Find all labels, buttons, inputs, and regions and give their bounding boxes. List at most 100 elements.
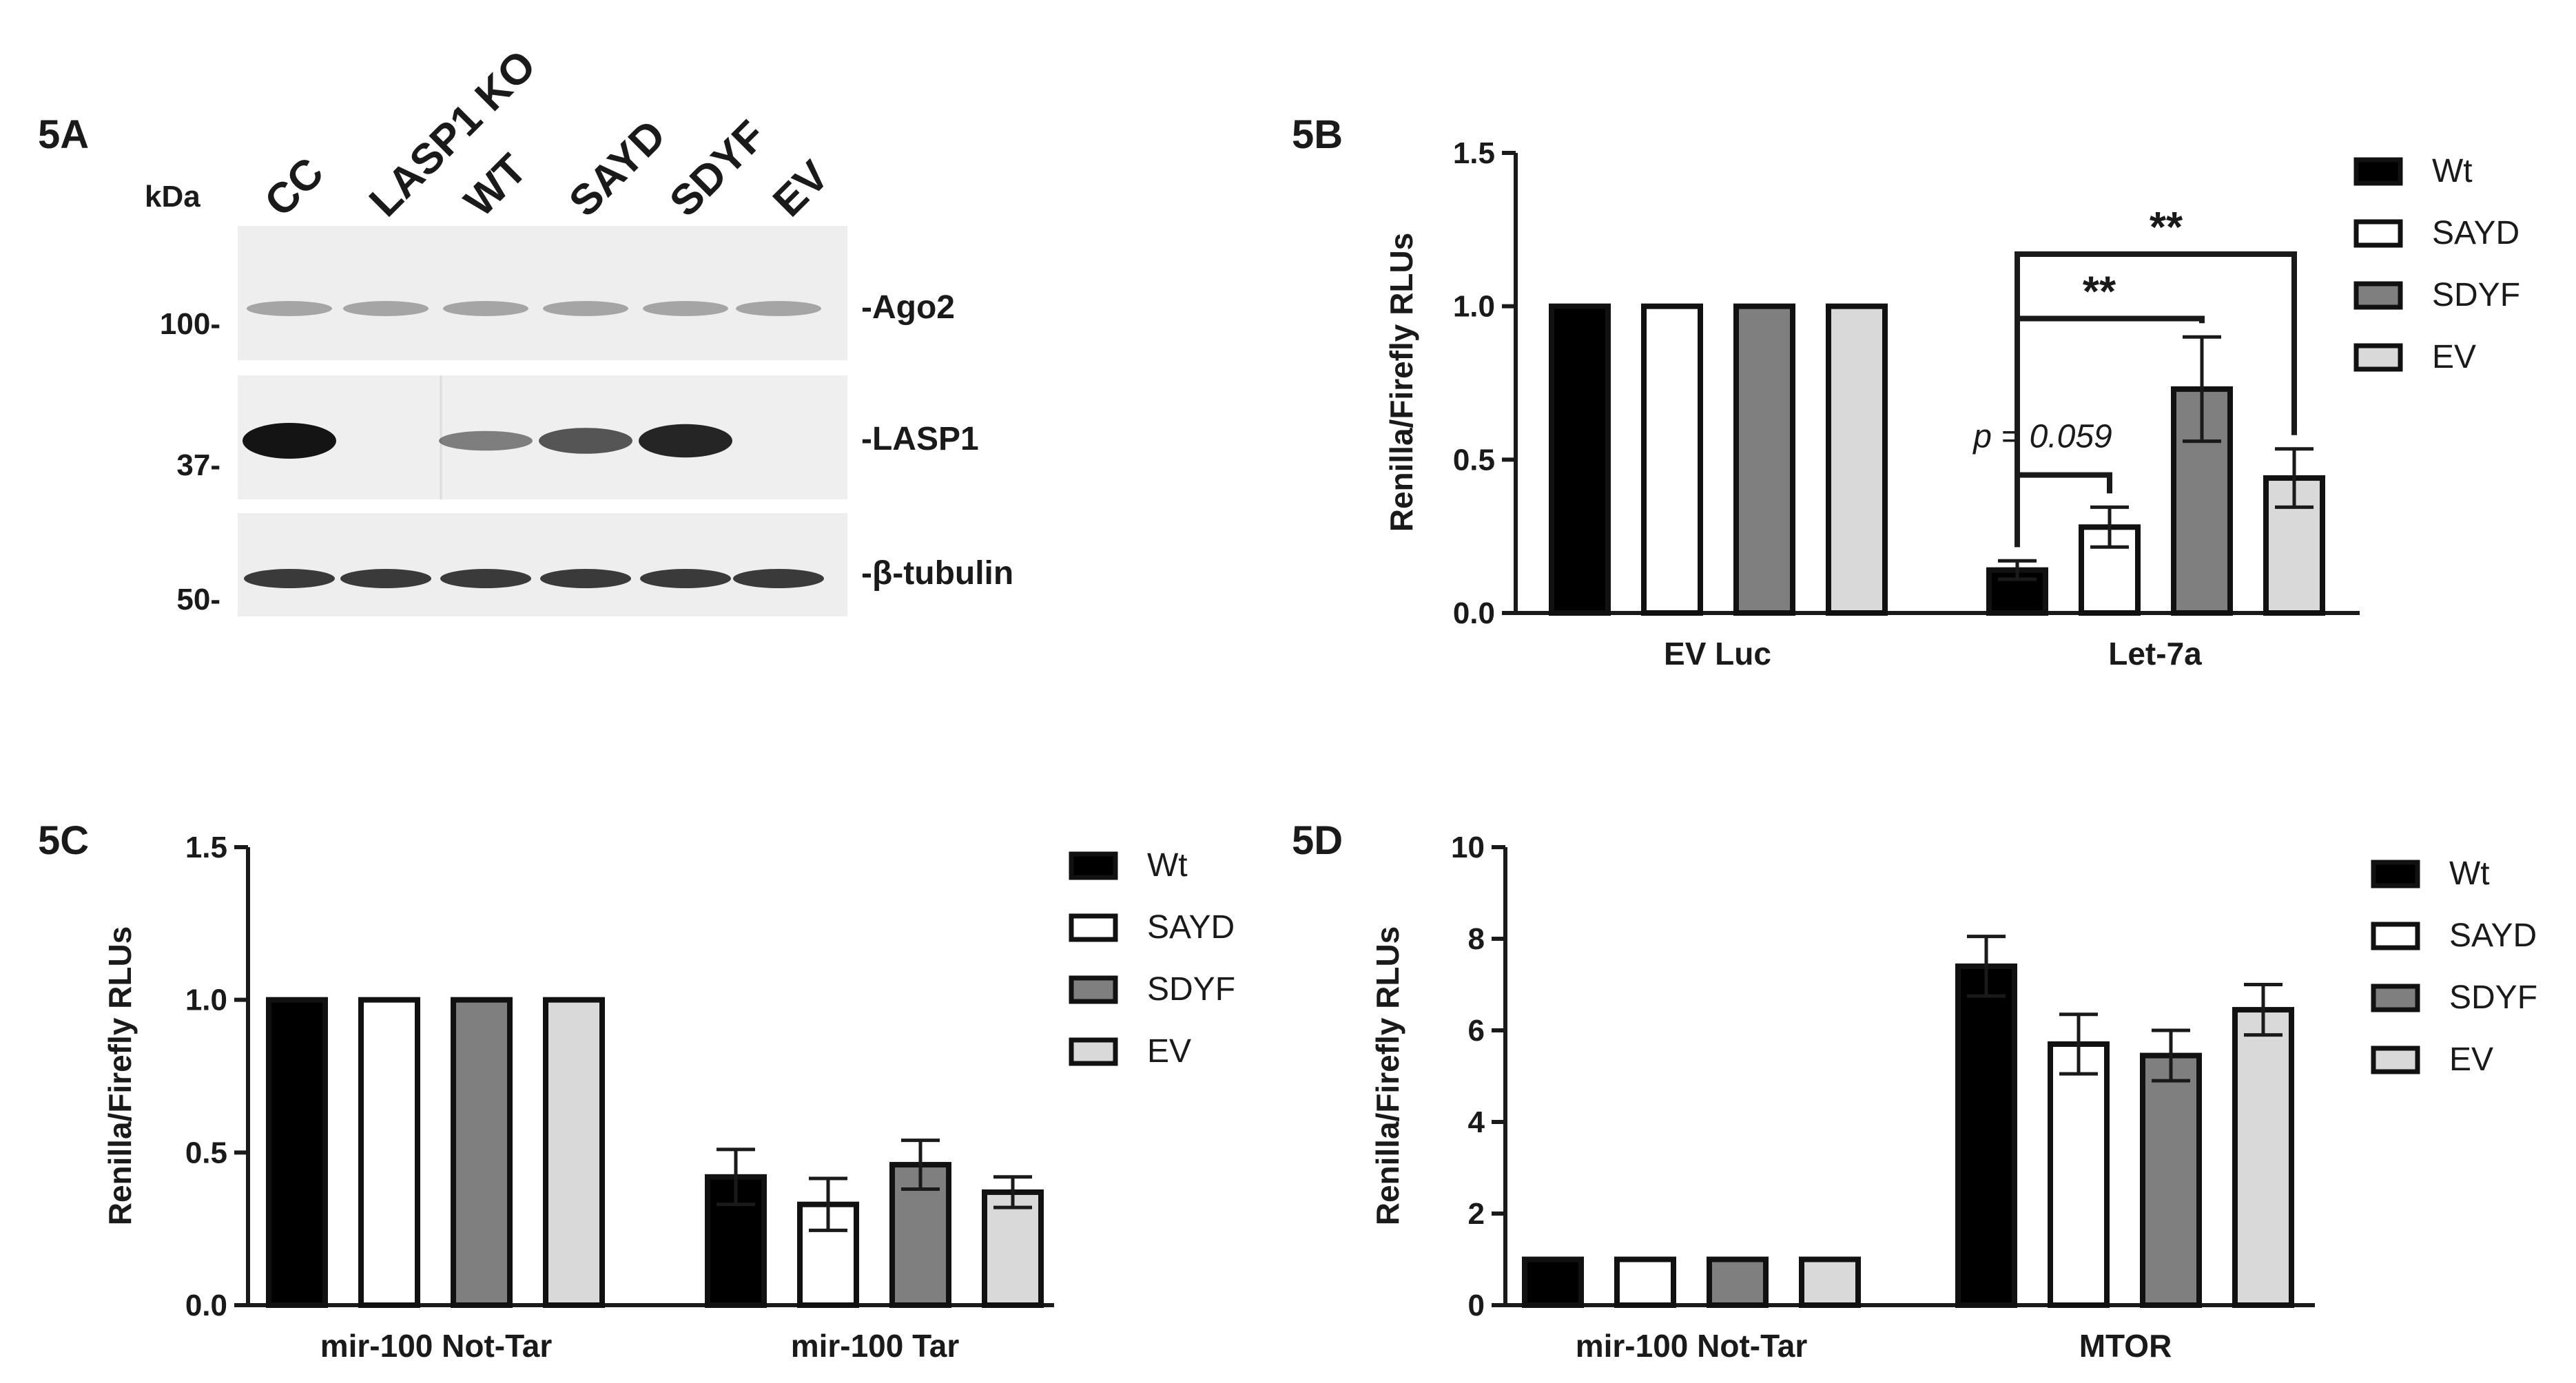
chart-5b: 5B Renilla/Firefly RLUs 0.0 0.5 1.0 1.5 EV … [1292,112,2520,672]
band-tubulin-lasp1-ko [340,569,431,588]
y-axis-label-5b: Renilla/Firefly RLUs [1383,233,1419,532]
bars-5c [266,997,1044,1309]
bar-5b-ev-luc-ev [1826,303,1888,616]
legend-swatch-5b-ev [2353,343,2403,372]
lane-label-sayd: SAYD [560,111,675,226]
band-lasp1-cc [243,423,336,459]
bar-5d-mir-100-not-tar-wt [1522,1256,1584,1308]
x-category-ev-luc: EV Luc [1664,636,1771,672]
y-ticks-5d: 0 2 4 6 8 10 [1451,831,1505,1322]
y-tick-label-5c: 1.5 [185,831,227,864]
x-category-mtor: MTOR [2079,1328,2172,1364]
bar-5d-mtor-sdyf [2140,1052,2202,1308]
bar-5b-ev-luc-sayd [1641,303,1703,616]
band-ago2-ev [736,301,821,316]
y-tick-label-5d: 8 [1468,922,1485,956]
x-category-mir100-tar: mir-100 Tar [791,1328,960,1364]
band-label-lasp1: -LASP1 [861,421,979,457]
panel-label-5d: 5D [1292,818,1343,863]
legend-swatch-5b-wt [2353,157,2403,186]
y-tick-label-5d: 4 [1468,1105,1485,1139]
y-tick-label-5c: 1.0 [185,984,227,1017]
bar-5c-mir-100-tar-ev [982,1189,1044,1309]
band-tubulin-wt [440,569,531,588]
lane-label-ev: EV [764,152,838,226]
bar-5d-mtor-wt [1955,963,2017,1309]
y-axis-label-5c: Renilla/Firefly RLUs [102,926,138,1226]
bar-5b-ev-luc-wt [1549,303,1611,616]
legend-label-5c-sdyf: SDYF [1147,971,1235,1008]
lane-label-cc: CC [256,149,333,226]
p-value-label: p = 0.059 [1972,419,2112,455]
blot-strip-ago2 [238,226,847,360]
legend-swatch-5c-wt [1069,851,1118,880]
blot-strip-tubulin [238,513,847,616]
chart-5c: 5C Renilla/Firefly RLUs 0.0 0.5 1.0 1.5 mir… [38,818,1235,1364]
significance-bracket-wt-sayd [2015,472,2112,548]
y-tick-label-5d: 6 [1468,1014,1485,1048]
kda-label: kDa [145,180,200,214]
legend-label-5b-sdyf: SDYF [2432,277,2520,313]
band-lasp1-sayd [539,428,632,454]
legend-swatch-5d-wt [2371,860,2420,888]
marker-37: 37- [176,448,220,482]
bar-5d-mir-100-not-tar-sayd [1614,1256,1676,1308]
bars-5d [1522,935,2294,1309]
legend-swatch-5d-ev [2371,1046,2420,1074]
band-tubulin-ev [733,569,824,588]
panel-label-5a: 5A [38,112,89,157]
band-lasp1-sdyf [639,424,732,458]
legend-5b: Wt SAYD SDYF EV [2353,153,2520,375]
y-tick-label-5b: 1.5 [1453,136,1495,170]
legend-5d: Wt SAYD SDYF EV [2371,855,2537,1078]
significance-label-wt-sdyf: ** [2083,268,2116,315]
legend-label-5b-wt: Wt [2432,153,2473,189]
lane-label-lasp1-ko: LASP1 KO [360,41,545,226]
y-tick-label-5d: 2 [1468,1197,1485,1231]
legend-label-5d-sdyf: SDYF [2449,979,2537,1016]
y-tick-label-5c: 0.0 [185,1289,227,1322]
band-ago2-lasp1-ko [343,301,429,316]
y-tick-label-5c: 0.5 [185,1136,227,1169]
bar-5d-mir-100-not-tar-sdyf [1707,1256,1769,1308]
y-axis-label-5d: Renilla/Firefly RLUs [1370,926,1405,1226]
legend-label-5b-ev: EV [2432,339,2476,375]
bar-5d-mir-100-not-tar-ev [1799,1256,1861,1308]
x-category-let-7a: Let-7a [2108,636,2202,672]
band-label-ago2: -Ago2 [861,289,955,326]
y-tick-label-5d: 0 [1468,1289,1485,1322]
significance-bracket-wt-ev [2015,251,2297,548]
significance-label-wt-ev: ** [2150,204,2183,251]
bar-5c-mir-100-not-tar-sdyf [451,997,513,1308]
bar-5d-mtor-ev [2232,1007,2294,1308]
band-ago2-wt [443,301,528,316]
legend-swatch-5c-ev [1069,1037,1118,1066]
y-tick-label-5d: 10 [1451,831,1485,864]
legend-label-5d-sayd: SAYD [2449,917,2537,954]
legend-label-5b-sayd: SAYD [2432,215,2520,251]
y-tick-label-5b: 0.0 [1453,596,1495,630]
bar-5d-mtor-sayd [2048,1041,2110,1308]
bar-5c-mir-100-not-tar-wt [266,997,328,1308]
legend-swatch-5c-sayd [1069,913,1118,942]
significance-bracket-wt-sdyf [2015,315,2205,548]
legend-label-5c-wt: Wt [1147,847,1188,884]
panel-label-5c: 5C [38,818,89,863]
legend-label-5c-sayd: SAYD [1147,909,1235,946]
blot-bands [243,301,824,588]
legend-label-5c-ev: EV [1147,1033,1191,1070]
legend-swatch-5d-sayd [2371,922,2420,950]
x-category-mir100-not-tar-5c: mir-100 Not-Tar [320,1328,553,1364]
legend-swatch-5d-sdyf [2371,984,2420,1012]
band-ago2-sdyf [643,301,728,316]
y-tick-label-5b: 0.5 [1453,443,1495,477]
legend-swatch-5c-sdyf [1069,975,1118,1004]
band-lasp1-wt [439,430,533,451]
bar-5c-mir-100-not-tar-ev [543,997,605,1308]
y-ticks-5c: 0.0 0.5 1.0 1.5 [185,831,248,1322]
chart-5d: 5D Renilla/Firefly RLUs 0 2 4 6 8 10 mir-100 … [1292,818,2537,1364]
legend-label-5d-ev: EV [2449,1041,2493,1078]
lane-label-wt: WT [455,145,536,226]
band-label-tubulin: -β-tubulin [861,555,1013,592]
